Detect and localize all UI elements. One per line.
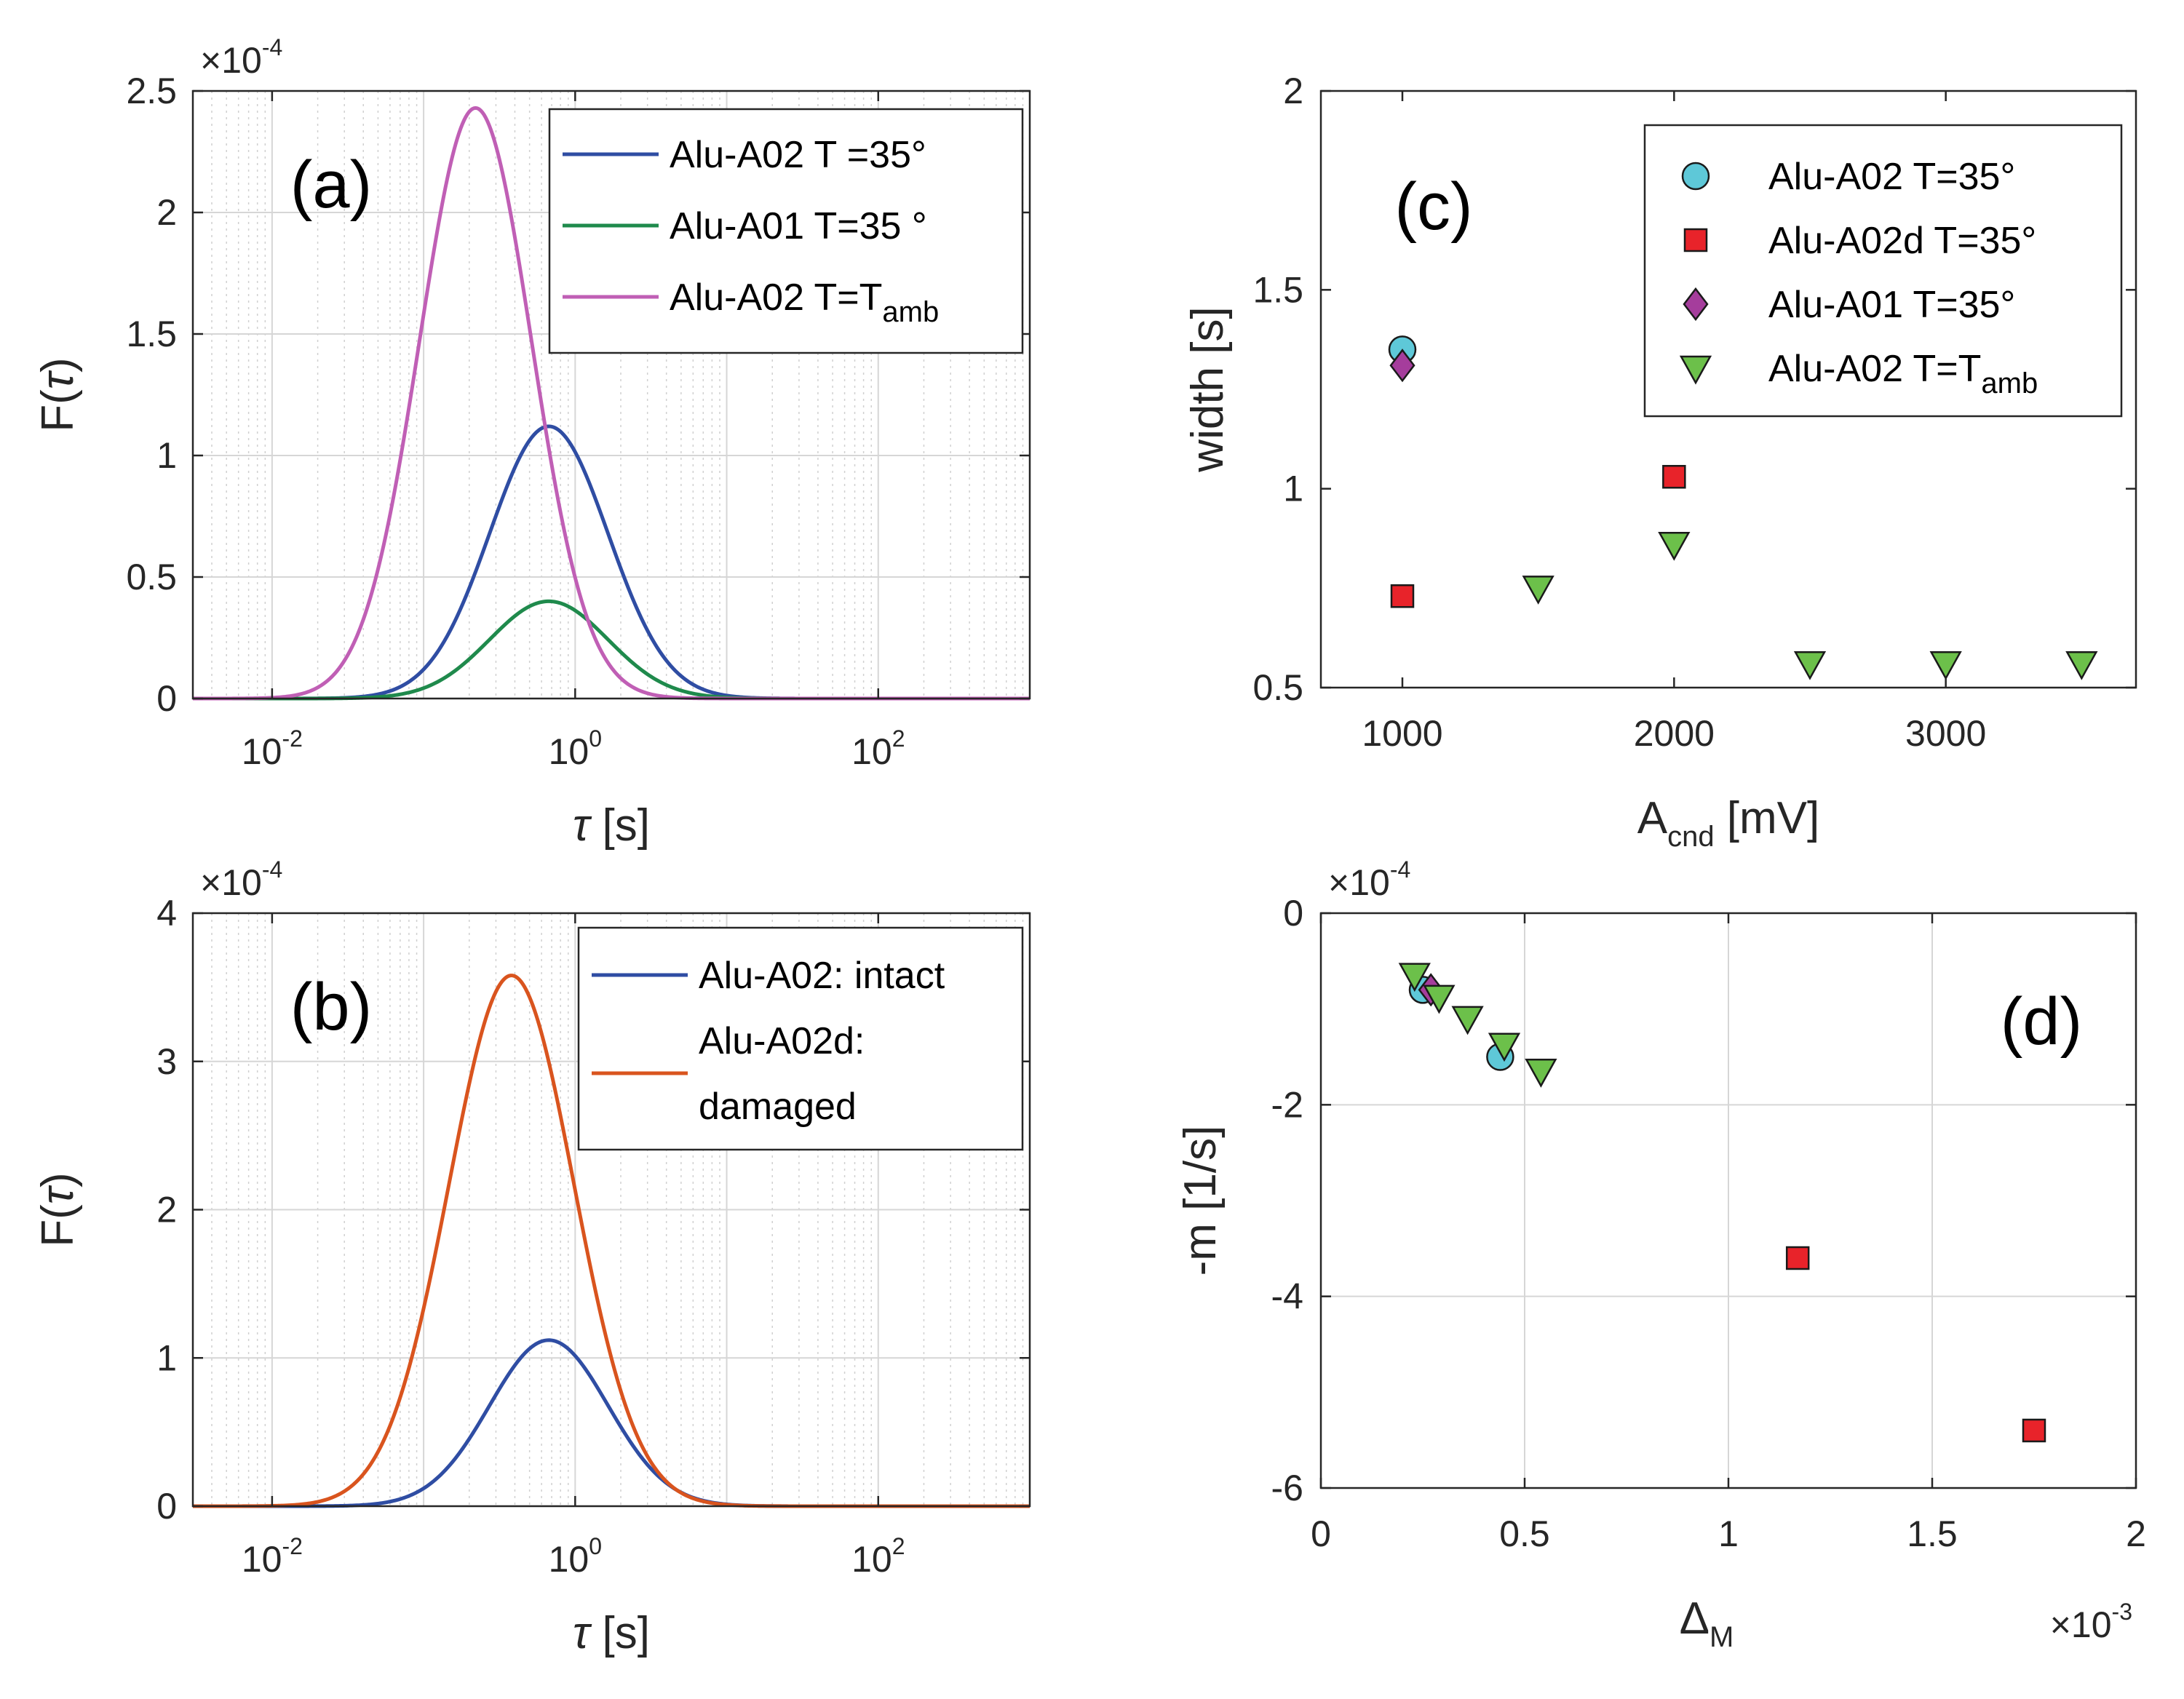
x-axis-label: τ [s] xyxy=(573,1608,650,1658)
data-point-diamond xyxy=(1389,349,1415,383)
x-axis-label: Acnd [mV] xyxy=(1637,793,1820,853)
y-tick-label: -2 xyxy=(1271,1084,1303,1125)
data-point-square xyxy=(1785,1246,1810,1270)
legend-entry: Alu-A02d: xyxy=(699,1020,865,1062)
y-tick-label: 0 xyxy=(1283,893,1303,934)
y-axis-label: F(τ) xyxy=(33,1172,83,1246)
y-tick-label: 2 xyxy=(156,1190,177,1230)
y-axis-label: F(τ) xyxy=(33,357,83,431)
x-axis-label: τ [s] xyxy=(573,800,650,851)
panel-a: 0 0.5 1 1.5 2 2.5 10-2 100 102 ×10-4 τ [s] F(τ) (a) A… xyxy=(33,34,1031,851)
y-tick-label: 0.5 xyxy=(1252,667,1303,708)
x-tick-label: 1.5 xyxy=(1907,1513,1958,1554)
y-tick-label: 0 xyxy=(156,678,177,719)
panel-d: -6 -4 -2 0 0 0.5 1 1.5 2 ΔM -m [1/s] (d) ×10-4 ×10-3 xyxy=(1175,856,2146,1653)
axes-frame xyxy=(1319,89,2137,689)
legend-entry: Alu-A01 T=35° xyxy=(1768,284,2015,326)
legend-entry: Alu-A02 T=35° xyxy=(1768,156,2015,198)
y-tick-label: 4 xyxy=(156,893,177,934)
y-tick-label: 1.5 xyxy=(126,314,177,354)
legend-entry: Alu-A02 T=Tamb xyxy=(670,276,939,328)
x-tick-label: 10-2 xyxy=(242,1533,303,1580)
data-point-triangle-down xyxy=(1423,984,1456,1014)
y-tick-label: 0 xyxy=(156,1486,177,1527)
panel-label-d: (d) xyxy=(2001,984,2082,1059)
x-tick-label: 102 xyxy=(851,725,905,772)
legend-box xyxy=(1643,124,2123,418)
x-tick-label: 1000 xyxy=(1362,713,1442,754)
x-axis-label: ΔM xyxy=(1680,1593,1734,1653)
y-tick-label: 1 xyxy=(156,435,177,476)
legend-marker-triangle-down xyxy=(1679,355,1712,385)
y-axis-label: width [s] xyxy=(1183,306,1233,472)
legend-marker-circle xyxy=(1681,162,1710,191)
y-tick-label: -6 xyxy=(1271,1468,1303,1508)
y-tick-label: 1 xyxy=(156,1337,177,1378)
panel-c: 0.5 1 1.5 2 1000 2000 3000 Acnd [mV] width [s] (c… xyxy=(1183,71,2137,853)
x-tick-label: 2000 xyxy=(1634,713,1715,754)
y-multiplier: ×10-4 xyxy=(200,34,282,81)
panel-label-b: (b) xyxy=(290,970,372,1044)
data-point-square xyxy=(1390,584,1415,608)
x-tick-label: 0 xyxy=(1311,1513,1331,1554)
data-point-triangle-down xyxy=(1525,1059,1557,1088)
x-tick-label: 2 xyxy=(2126,1513,2146,1554)
data-point-square xyxy=(1662,465,1686,489)
panel-label-a: (a) xyxy=(290,148,372,222)
data-point-square xyxy=(2022,1418,2046,1443)
x-tick-label: 100 xyxy=(549,1533,602,1580)
axes-frame xyxy=(191,89,1031,700)
x-tick-label: 102 xyxy=(851,1533,905,1580)
legend-entry: Alu-A02: intact xyxy=(699,955,945,997)
legend-marker-diamond xyxy=(1683,287,1709,322)
data-point-triangle-down xyxy=(1793,650,1827,680)
legend-entry: Alu-A02 T =35° xyxy=(670,134,926,176)
y-axis-label: -m [1/s] xyxy=(1175,1126,1226,1276)
legend-entry: Alu-A02d T=35° xyxy=(1768,220,2036,262)
panel-b: 0 1 2 3 4 10-2 100 102 ×10-4 τ [s] F(τ) (b) Alu-A02:… xyxy=(33,856,1031,1658)
y-tick-label: 3 xyxy=(156,1041,177,1082)
legend-marker-square xyxy=(1683,228,1708,252)
y-tick-label: 1 xyxy=(1283,469,1303,509)
y-tick-label: -4 xyxy=(1271,1276,1303,1317)
data-point-triangle-down xyxy=(1398,963,1431,992)
legend-entry: Alu-A01 T=35 ° xyxy=(670,205,927,247)
y-multiplier: ×10-4 xyxy=(1328,856,1410,903)
data-point-triangle-down xyxy=(2065,650,2098,680)
legend-entry: Alu-A02 T=Tamb xyxy=(1768,348,2038,399)
x-multiplier: ×10-3 xyxy=(2050,1599,2132,1645)
legend-box xyxy=(577,926,1024,1151)
y-multiplier: ×10-4 xyxy=(200,856,282,903)
data-point-triangle-down xyxy=(1488,1032,1521,1062)
data-point-triangle-down xyxy=(1522,576,1554,605)
x-tick-label: 3000 xyxy=(1905,713,1986,754)
legend-entry: damaged xyxy=(699,1086,857,1128)
x-tick-label: 1 xyxy=(1718,1513,1739,1554)
data-point-triangle-down xyxy=(1451,1006,1484,1035)
y-tick-label: 2 xyxy=(1283,71,1303,111)
y-tick-label: 0.5 xyxy=(126,557,177,597)
y-tick-label: 1.5 xyxy=(1252,269,1303,310)
x-tick-label: 10-2 xyxy=(242,725,303,772)
y-tick-label: 2.5 xyxy=(126,71,177,111)
y-tick-label: 2 xyxy=(156,192,177,233)
data-point-triangle-down xyxy=(1658,531,1691,561)
x-tick-label: 100 xyxy=(549,725,602,772)
x-tick-label: 0.5 xyxy=(1499,1513,1550,1554)
legend-box xyxy=(548,108,1024,354)
panel-label-c: (c) xyxy=(1394,170,1472,244)
data-point-triangle-down xyxy=(1929,650,1962,680)
